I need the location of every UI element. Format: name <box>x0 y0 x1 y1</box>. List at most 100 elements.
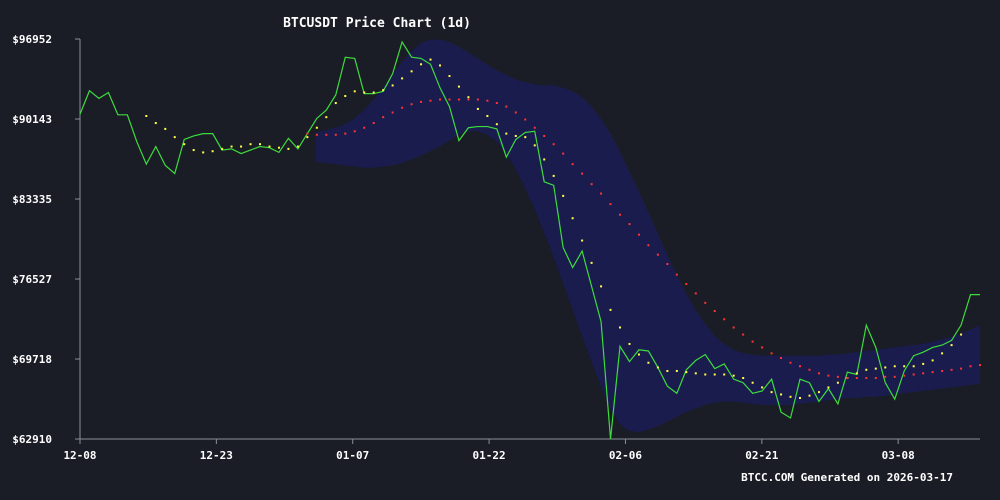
short-ma-point <box>922 362 925 365</box>
short-ma-point <box>439 64 441 67</box>
short-ma-point <box>363 91 366 94</box>
long-ma-point <box>363 126 366 129</box>
short-ma-point <box>240 145 243 148</box>
long-ma-point <box>817 372 820 375</box>
long-ma-point <box>865 377 868 380</box>
short-ma-point <box>647 361 650 364</box>
short-ma-point <box>808 394 811 397</box>
long-ma-point <box>334 133 337 136</box>
short-ma-point <box>268 145 271 148</box>
y-tick-label: $76527 <box>12 273 52 286</box>
short-ma-point <box>893 365 896 368</box>
long-ma-point <box>799 365 801 368</box>
short-ma-point <box>382 89 385 92</box>
short-ma-point <box>505 132 508 135</box>
short-ma-point <box>827 386 830 389</box>
long-ma-point <box>666 263 669 266</box>
short-ma-point <box>799 396 801 399</box>
long-ma-point <box>789 361 792 364</box>
long-ma-point <box>855 377 858 380</box>
price-line <box>79 40 980 440</box>
short-ma-point <box>533 144 536 147</box>
long-ma-point <box>476 98 479 101</box>
band-layer <box>316 39 980 433</box>
short-ma-point <box>429 58 432 61</box>
long-ma-point <box>514 111 517 114</box>
short-ma-point <box>941 352 944 355</box>
short-ma-point <box>628 342 631 345</box>
long-ma-point <box>713 310 716 313</box>
x-tick-label: 03-08 <box>882 449 915 462</box>
long-ma-point <box>903 374 906 377</box>
short-ma-point <box>874 367 877 370</box>
short-ma-point <box>410 70 413 73</box>
short-ma-point <box>600 285 603 288</box>
x-tick-label: 12-08 <box>63 449 96 462</box>
y-tick-label: $83335 <box>12 193 52 206</box>
short-ma-point <box>780 393 783 396</box>
short-ma-point <box>931 359 934 362</box>
short-ma-point <box>372 91 375 94</box>
short-ma-point <box>476 107 479 110</box>
long-ma-point <box>590 183 593 186</box>
short-ma-point <box>751 381 754 384</box>
short-ma-point <box>249 143 252 146</box>
short-ma-point <box>817 391 820 394</box>
short-ma-point <box>277 146 280 149</box>
short-ma-point <box>571 217 574 220</box>
long-ma-point <box>448 98 451 101</box>
long-ma-point <box>647 244 650 247</box>
short-ma-point <box>761 386 764 389</box>
long-ma-point <box>770 352 773 355</box>
long-ma-point <box>704 301 707 304</box>
y-tick-label: $90143 <box>12 113 52 126</box>
x-tick-label: 01-07 <box>336 449 369 462</box>
long-ma-point <box>420 100 423 103</box>
long-ma-point <box>751 340 754 343</box>
long-ma-point <box>325 133 328 136</box>
short-ma-point <box>723 373 726 376</box>
long-ma-point <box>742 333 745 336</box>
long-ma-point <box>931 371 934 374</box>
short-ma-point <box>457 85 460 88</box>
chart-title: BTCUSDT Price Chart (1d) <box>283 16 471 31</box>
short-ma-point <box>221 147 224 150</box>
short-ma-point <box>685 371 688 374</box>
short-ma-point <box>581 239 584 242</box>
short-ma-point <box>486 114 489 117</box>
long-ma-point <box>656 253 659 256</box>
short-ma-point <box>230 145 233 148</box>
long-ma-point <box>808 368 811 371</box>
short-ma-point <box>334 102 337 105</box>
long-ma-point <box>979 364 981 367</box>
short-ma-point <box>306 136 309 139</box>
short-ma-point <box>656 366 659 369</box>
short-ma-point <box>865 368 868 371</box>
long-ma-point <box>685 283 688 286</box>
short-ma-point <box>173 136 176 139</box>
short-ma-point <box>164 127 167 130</box>
short-ma-point <box>912 365 915 368</box>
short-ma-point <box>742 377 745 380</box>
short-ma-point <box>694 372 697 375</box>
long-ma-point <box>941 369 944 372</box>
short-ma-point <box>732 374 735 377</box>
short-ma-point <box>789 395 792 398</box>
long-ma-point <box>315 133 318 136</box>
short-ma-point <box>145 114 148 117</box>
long-ma-point <box>457 98 460 101</box>
long-ma-point <box>467 98 470 101</box>
long-ma-point <box>619 213 621 216</box>
short-ma-point <box>704 373 707 376</box>
long-ma-point <box>439 98 441 101</box>
short-ma-point <box>903 365 906 368</box>
long-ma-point <box>429 99 432 102</box>
long-ma-point <box>401 106 404 109</box>
short-ma-point <box>950 344 953 347</box>
long-ma-point <box>353 130 356 133</box>
short-ma-point <box>609 308 612 311</box>
short-ma-point <box>315 126 318 129</box>
long-ma-point <box>827 374 830 377</box>
short-ma-point <box>884 366 887 369</box>
